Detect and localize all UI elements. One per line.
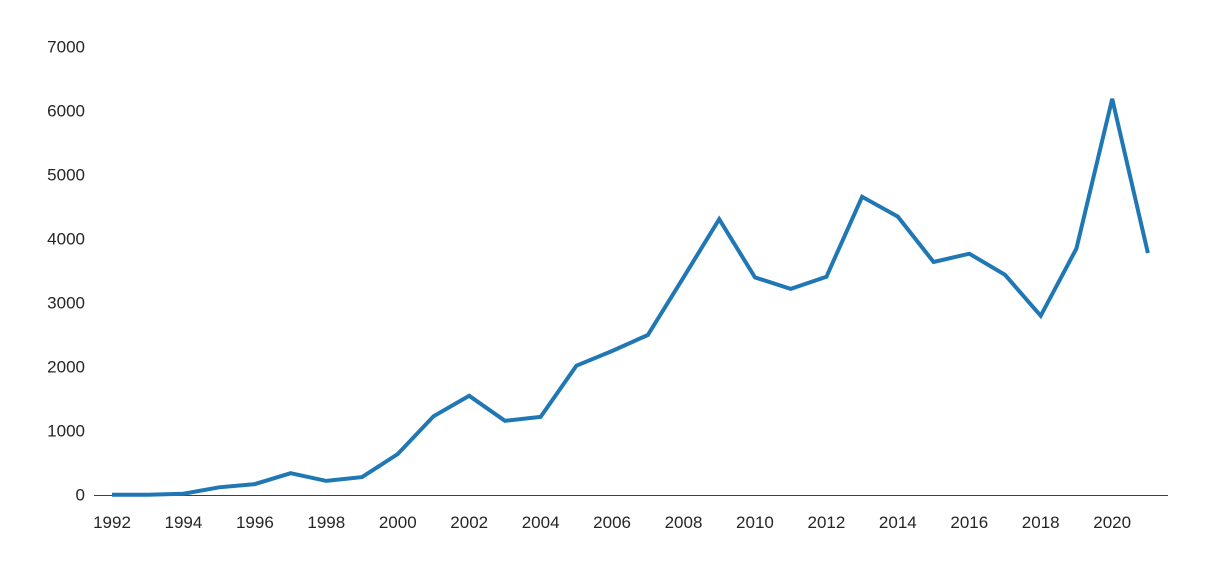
x-axis-tick-label: 2010: [736, 513, 774, 532]
y-axis-tick-label: 3000: [47, 294, 85, 313]
y-axis-tick-label: 7000: [47, 38, 85, 57]
x-axis-tick-label: 2000: [379, 513, 417, 532]
x-axis-tick-label: 2020: [1093, 513, 1131, 532]
x-axis-tick-label: 2008: [665, 513, 703, 532]
y-axis-tick-label: 2000: [47, 358, 85, 377]
y-axis-tick-label: 6000: [47, 102, 85, 121]
x-axis-tick-label: 1992: [93, 513, 131, 532]
y-axis-tick-label: 4000: [47, 230, 85, 249]
x-axis-tick-label: 2018: [1022, 513, 1060, 532]
x-axis-tick-label: 1994: [165, 513, 203, 532]
x-axis-tick-label: 2014: [879, 513, 917, 532]
x-axis-tick-label: 1998: [307, 513, 345, 532]
x-axis-tick-label: 2004: [522, 513, 560, 532]
x-axis-tick-label: 2016: [950, 513, 988, 532]
y-axis-tick-label: 5000: [47, 166, 85, 185]
x-axis-tick-label: 2012: [807, 513, 845, 532]
x-axis-tick-label: 2002: [450, 513, 488, 532]
y-axis-tick-label: 0: [76, 486, 85, 505]
x-axis-tick-label: 1996: [236, 513, 274, 532]
data-series-line: [112, 98, 1150, 497]
y-axis-tick-label: 1000: [47, 422, 85, 441]
x-axis-tick-label: 2006: [593, 513, 631, 532]
